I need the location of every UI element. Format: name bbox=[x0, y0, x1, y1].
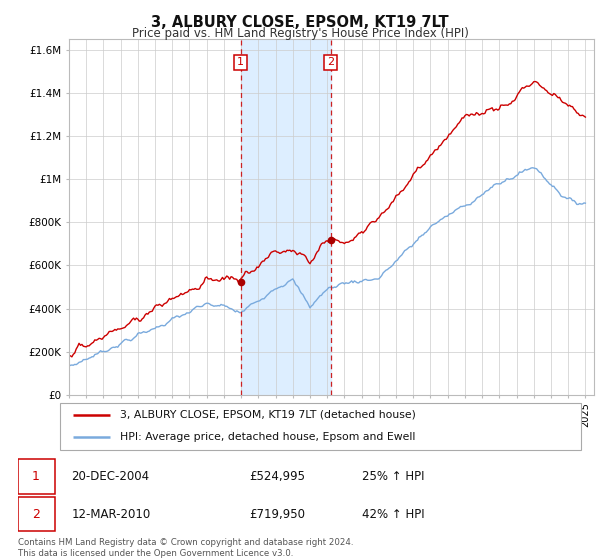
Text: 1: 1 bbox=[32, 470, 40, 483]
Text: 20-DEC-2004: 20-DEC-2004 bbox=[71, 470, 150, 483]
Text: 2: 2 bbox=[32, 507, 40, 521]
FancyBboxPatch shape bbox=[59, 403, 581, 450]
Bar bbox=[241, 39, 331, 395]
Text: 12-MAR-2010: 12-MAR-2010 bbox=[71, 507, 151, 521]
Text: 1: 1 bbox=[237, 57, 244, 67]
Text: 25% ↑ HPI: 25% ↑ HPI bbox=[362, 470, 425, 483]
Text: 2: 2 bbox=[327, 57, 334, 67]
Text: 3, ALBURY CLOSE, EPSOM, KT19 7LT (detached house): 3, ALBURY CLOSE, EPSOM, KT19 7LT (detach… bbox=[121, 410, 416, 420]
Text: HPI: Average price, detached house, Epsom and Ewell: HPI: Average price, detached house, Epso… bbox=[121, 432, 416, 442]
Text: Contains HM Land Registry data © Crown copyright and database right 2024.
This d: Contains HM Land Registry data © Crown c… bbox=[18, 538, 353, 558]
FancyBboxPatch shape bbox=[18, 497, 55, 531]
Text: Price paid vs. HM Land Registry's House Price Index (HPI): Price paid vs. HM Land Registry's House … bbox=[131, 27, 469, 40]
Text: 3, ALBURY CLOSE, EPSOM, KT19 7LT: 3, ALBURY CLOSE, EPSOM, KT19 7LT bbox=[151, 15, 449, 30]
Text: 42% ↑ HPI: 42% ↑ HPI bbox=[362, 507, 425, 521]
Text: £524,995: £524,995 bbox=[249, 470, 305, 483]
FancyBboxPatch shape bbox=[18, 459, 55, 494]
Text: £719,950: £719,950 bbox=[249, 507, 305, 521]
